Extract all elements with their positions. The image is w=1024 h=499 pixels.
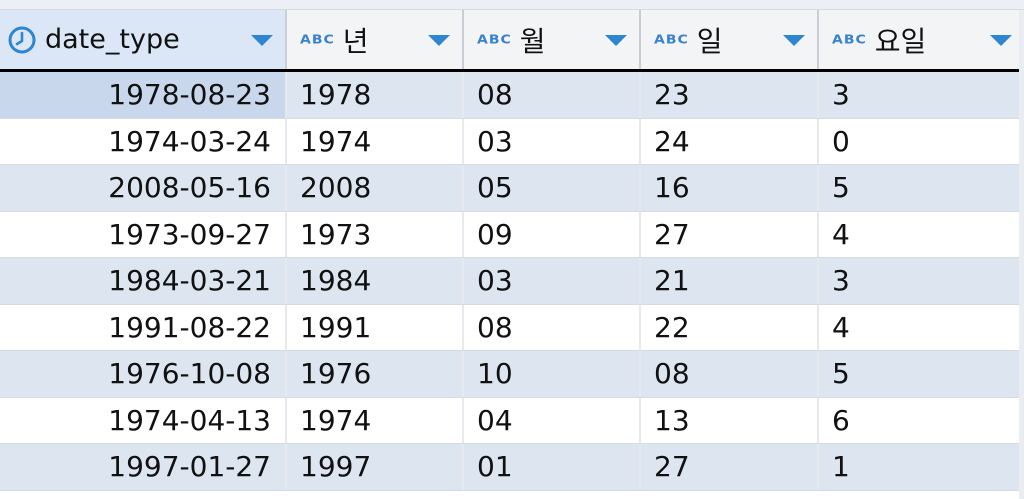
text-type-icon: ABC	[300, 32, 335, 47]
cell-day[interactable]: 23	[641, 72, 819, 118]
column-header-label: 요일	[874, 24, 927, 58]
cell-weekday[interactable]: 3	[832, 264, 850, 298]
cell-date-type[interactable]: 1997-01-27	[0, 444, 287, 490]
cell-day[interactable]: 16	[641, 165, 819, 211]
table-row[interactable]: 1984-03-21 1984 03 21 3	[0, 258, 1024, 305]
cell-month[interactable]: 09	[464, 211, 641, 257]
cell-date-type[interactable]: 1978-08-23	[0, 72, 287, 118]
cell-day[interactable]: 13	[641, 397, 819, 443]
cell-weekday[interactable]: 4	[832, 217, 850, 251]
table-row[interactable]: 1973-09-27 1973 09 27 4	[0, 211, 1024, 258]
vertical-scrollbar-track[interactable]	[1019, 10, 1024, 499]
cell-year[interactable]: 1976	[287, 351, 464, 397]
cell-date-type[interactable]: 1974-04-13	[0, 397, 287, 443]
cell-year[interactable]: 1974	[287, 118, 464, 164]
cell-year[interactable]: 2008	[287, 165, 464, 211]
cell-month[interactable]: 04	[464, 397, 641, 443]
table-row[interactable]: 1976-10-08 1976 10 08 5	[0, 351, 1024, 398]
cell-weekday[interactable]: 3	[832, 78, 850, 112]
text-type-icon: ABC	[832, 32, 867, 47]
table-row[interactable]: 1974-03-24 1974 03 24 0	[0, 118, 1024, 165]
cell-year[interactable]: 1973	[287, 211, 464, 257]
cell-weekday[interactable]: 4	[832, 310, 850, 344]
sort-dropdown-icon[interactable]	[990, 34, 1012, 46]
column-header-date-type[interactable]: date_type	[0, 10, 287, 69]
cell-month[interactable]: 10	[464, 351, 641, 397]
cell-date-type[interactable]: 1991-08-22	[0, 304, 287, 350]
cell-day[interactable]: 22	[641, 304, 819, 350]
grid-body: 1978-08-23 1978 08 23 3 1974-03-24 1974 …	[0, 72, 1024, 491]
cell-month[interactable]: 03	[464, 258, 641, 304]
cell-date-type[interactable]: 1974-03-24	[0, 118, 287, 164]
cell-day[interactable]: 21	[641, 258, 819, 304]
text-type-icon: ABC	[654, 32, 689, 47]
column-header-weekday[interactable]: ABC 요일	[819, 10, 1024, 69]
table-row[interactable]: 2008-05-16 2008 05 16 5	[0, 165, 1024, 212]
cell-weekday[interactable]: 5	[832, 357, 850, 391]
cell-year[interactable]: 1997	[287, 444, 464, 490]
cell-day[interactable]: 08	[641, 351, 819, 397]
cell-date-type[interactable]: 2008-05-16	[0, 165, 287, 211]
cell-month[interactable]: 05	[464, 165, 641, 211]
cell-year[interactable]: 1991	[287, 304, 464, 350]
cell-day[interactable]: 27	[641, 444, 819, 490]
cell-date-type[interactable]: 1973-09-27	[0, 211, 287, 257]
cell-weekday[interactable]: 6	[832, 403, 850, 437]
table-row[interactable]: 1978-08-23 1978 08 23 3	[0, 72, 1024, 119]
column-header-label: 일	[696, 24, 723, 58]
column-header-month[interactable]: ABC 월	[464, 10, 641, 69]
grid-header: date_type ABC 년 ABC 월 ABC 일 ABC 요일	[0, 10, 1024, 72]
table-row[interactable]: 1991-08-22 1991 08 22 4	[0, 304, 1024, 351]
toolbar-strip	[0, 0, 1024, 10]
cell-month[interactable]: 01	[464, 444, 641, 490]
column-header-year[interactable]: ABC 년	[287, 10, 464, 69]
cell-date-type[interactable]: 1984-03-21	[0, 258, 287, 304]
column-header-day[interactable]: ABC 일	[641, 10, 819, 69]
column-header-label: date_type	[45, 24, 180, 55]
cell-month[interactable]: 03	[464, 118, 641, 164]
text-type-icon: ABC	[477, 32, 512, 47]
clock-icon	[8, 26, 36, 53]
cell-year[interactable]: 1978	[287, 72, 464, 118]
cell-weekday[interactable]: 5	[832, 171, 850, 205]
cell-year[interactable]: 1984	[287, 258, 464, 304]
cell-weekday[interactable]: 0	[832, 124, 850, 158]
sort-dropdown-icon[interactable]	[428, 34, 450, 46]
table-row[interactable]: 1974-04-13 1974 04 13 6	[0, 397, 1024, 444]
cell-day[interactable]: 24	[641, 118, 819, 164]
sort-dropdown-icon[interactable]	[605, 34, 627, 46]
cell-weekday[interactable]: 1	[832, 450, 850, 484]
cell-month[interactable]: 08	[464, 304, 641, 350]
column-header-label: 월	[519, 24, 546, 58]
table-row[interactable]: 1997-01-27 1997 01 27 1	[0, 444, 1024, 491]
column-header-label: 년	[342, 24, 369, 58]
cell-month[interactable]: 08	[464, 72, 641, 118]
cell-year[interactable]: 1974	[287, 397, 464, 443]
cell-day[interactable]: 27	[641, 211, 819, 257]
sort-dropdown-icon[interactable]	[783, 34, 805, 46]
cell-date-type[interactable]: 1976-10-08	[0, 351, 287, 397]
sort-dropdown-icon[interactable]	[251, 34, 273, 46]
